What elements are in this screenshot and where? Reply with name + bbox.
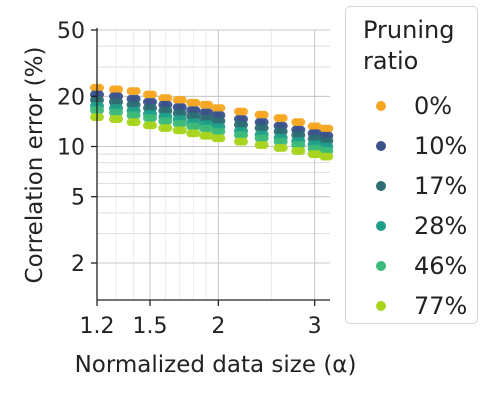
- data-point: [115, 108, 124, 117]
- data-point: [96, 106, 104, 115]
- data-point: [260, 118, 269, 127]
- legend-label: 28%: [414, 212, 468, 240]
- data-point: [192, 129, 201, 138]
- y-tick-label: 20: [57, 85, 85, 110]
- legend-marker: [376, 221, 386, 231]
- data-point: [178, 126, 187, 135]
- data-point: [164, 117, 173, 126]
- data-point: [132, 100, 141, 109]
- legend-label: 10%: [414, 132, 468, 160]
- data-point: [178, 96, 187, 105]
- data-point: [297, 118, 306, 127]
- data-point: [164, 124, 173, 133]
- data-point: [192, 106, 201, 115]
- data-point: [149, 121, 158, 130]
- x-tick-label: 1.5: [133, 314, 168, 339]
- data-point: [279, 137, 288, 146]
- data-point: [96, 113, 104, 122]
- legend: Pruning ratio 0% 10% 17% 28% 46% 77%: [345, 6, 478, 324]
- legend-label: 0%: [414, 92, 453, 120]
- data-point: [192, 98, 201, 107]
- data-point: [149, 114, 158, 123]
- data-point: [217, 134, 226, 143]
- data-point: [217, 127, 226, 136]
- legend-marker: [376, 261, 386, 271]
- legend-title: Pruning ratio: [363, 16, 455, 75]
- data-point: [205, 100, 214, 109]
- data-point: [239, 120, 248, 129]
- legend-marker: [376, 301, 386, 311]
- data-point: [239, 137, 248, 146]
- data-point: [96, 96, 104, 105]
- data-point: [205, 108, 214, 117]
- data-point: [178, 103, 187, 112]
- data-point: [260, 134, 269, 143]
- data-point: [205, 124, 214, 133]
- data-point: [115, 115, 124, 124]
- legend-label: 77%: [414, 292, 468, 320]
- data-point: [297, 146, 306, 155]
- data-point: [279, 114, 288, 123]
- data-point: [325, 124, 334, 133]
- data-point: [192, 122, 201, 131]
- data-point: [132, 111, 141, 120]
- data-point: [132, 87, 141, 96]
- x-tick-label: 2: [211, 314, 225, 339]
- data-point: [279, 143, 288, 152]
- legend-label: 17%: [414, 172, 468, 200]
- y-tick-label: 10: [57, 136, 85, 161]
- data-point: [164, 106, 173, 115]
- legend-marker: [376, 181, 386, 191]
- data-point: [164, 100, 173, 109]
- data-point: [239, 107, 248, 116]
- data-point: [192, 112, 201, 121]
- y-tick-label: 50: [57, 19, 85, 44]
- data-point: [164, 94, 173, 103]
- data-point: [205, 131, 214, 140]
- data-point: [260, 110, 269, 119]
- data-point: [325, 152, 334, 161]
- data-point: [178, 119, 187, 128]
- data-point: [260, 141, 269, 150]
- x-tick-label: 3: [308, 314, 322, 339]
- y-tick-label: 5: [71, 186, 85, 211]
- legend-label: 46%: [414, 252, 468, 280]
- data-point: [96, 83, 104, 92]
- data-point: [297, 141, 306, 150]
- y-axis-label: Correlation error (%): [22, 47, 48, 284]
- data-point: [149, 90, 158, 99]
- data-point: [239, 131, 248, 140]
- data-point: [115, 97, 124, 106]
- data-point: [132, 118, 141, 127]
- data-point: [149, 97, 158, 106]
- data-point: [279, 127, 288, 136]
- data-point: [217, 104, 226, 113]
- x-axis-label: Normalized data size (α): [75, 352, 357, 378]
- x-tick-label: 1.2: [80, 314, 115, 339]
- data-point: [115, 85, 124, 94]
- y-tick-label: 2: [71, 252, 85, 277]
- legend-marker: [376, 101, 386, 111]
- data-point: [260, 124, 269, 133]
- legend-marker: [376, 141, 386, 151]
